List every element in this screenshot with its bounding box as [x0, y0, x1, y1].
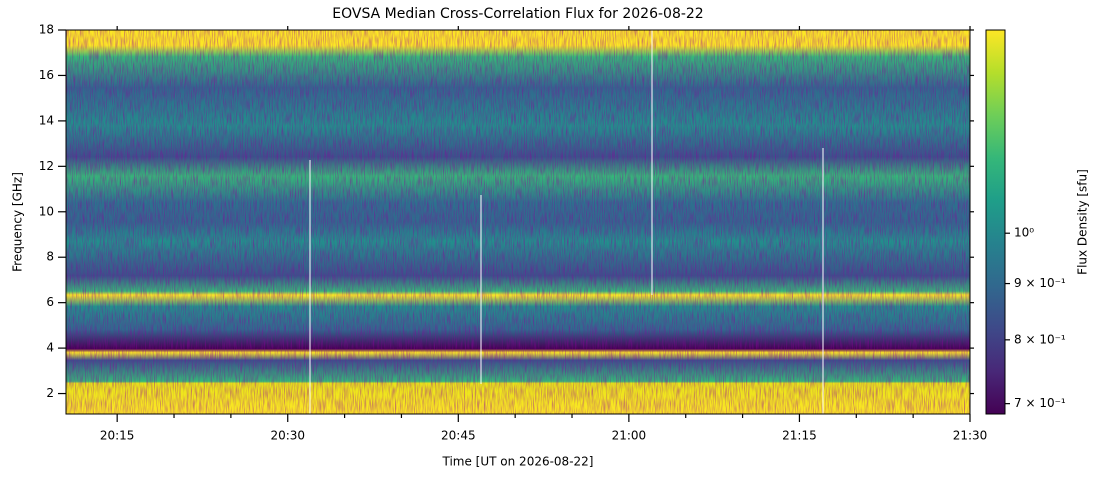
chart-title: EOVSA Median Cross-Correlation Flux for … [332, 6, 703, 22]
y-tick-label: 16 [39, 68, 54, 82]
x-tick-label: 21:00 [612, 429, 647, 443]
x-tick-label: 20:30 [270, 429, 305, 443]
colorbar-tick-label: 8 × 10⁻¹ [1014, 332, 1066, 346]
x-axis-label: Time [UT on 2026-08-22] [442, 455, 594, 469]
colorbar-tick-label: 9 × 10⁻¹ [1014, 276, 1066, 290]
y-tick-label: 6 [46, 295, 54, 309]
y-tick-label: 18 [39, 23, 54, 37]
y-tick-label: 12 [39, 159, 54, 173]
y-axis-label: Frequency [GHz] [11, 172, 25, 272]
y-tick-label: 4 [46, 341, 54, 355]
y-tick-label: 10 [39, 204, 54, 218]
colorbar [985, 29, 1006, 415]
colorbar-tick-label: 10⁰ [1014, 226, 1034, 240]
spectrogram [66, 30, 970, 414]
colorbar-label: Flux Density [sfu] [1076, 169, 1090, 275]
y-tick-label: 8 [46, 250, 54, 264]
x-tick-label: 21:30 [953, 429, 988, 443]
y-tick-label: 14 [39, 113, 54, 127]
y-tick-label: 2 [46, 386, 54, 400]
x-tick-label: 21:15 [782, 429, 817, 443]
x-tick-label: 20:45 [441, 429, 476, 443]
plot-frame [65, 29, 971, 415]
x-tick-label: 20:15 [100, 429, 135, 443]
colorbar-tick-label: 7 × 10⁻¹ [1014, 396, 1066, 410]
